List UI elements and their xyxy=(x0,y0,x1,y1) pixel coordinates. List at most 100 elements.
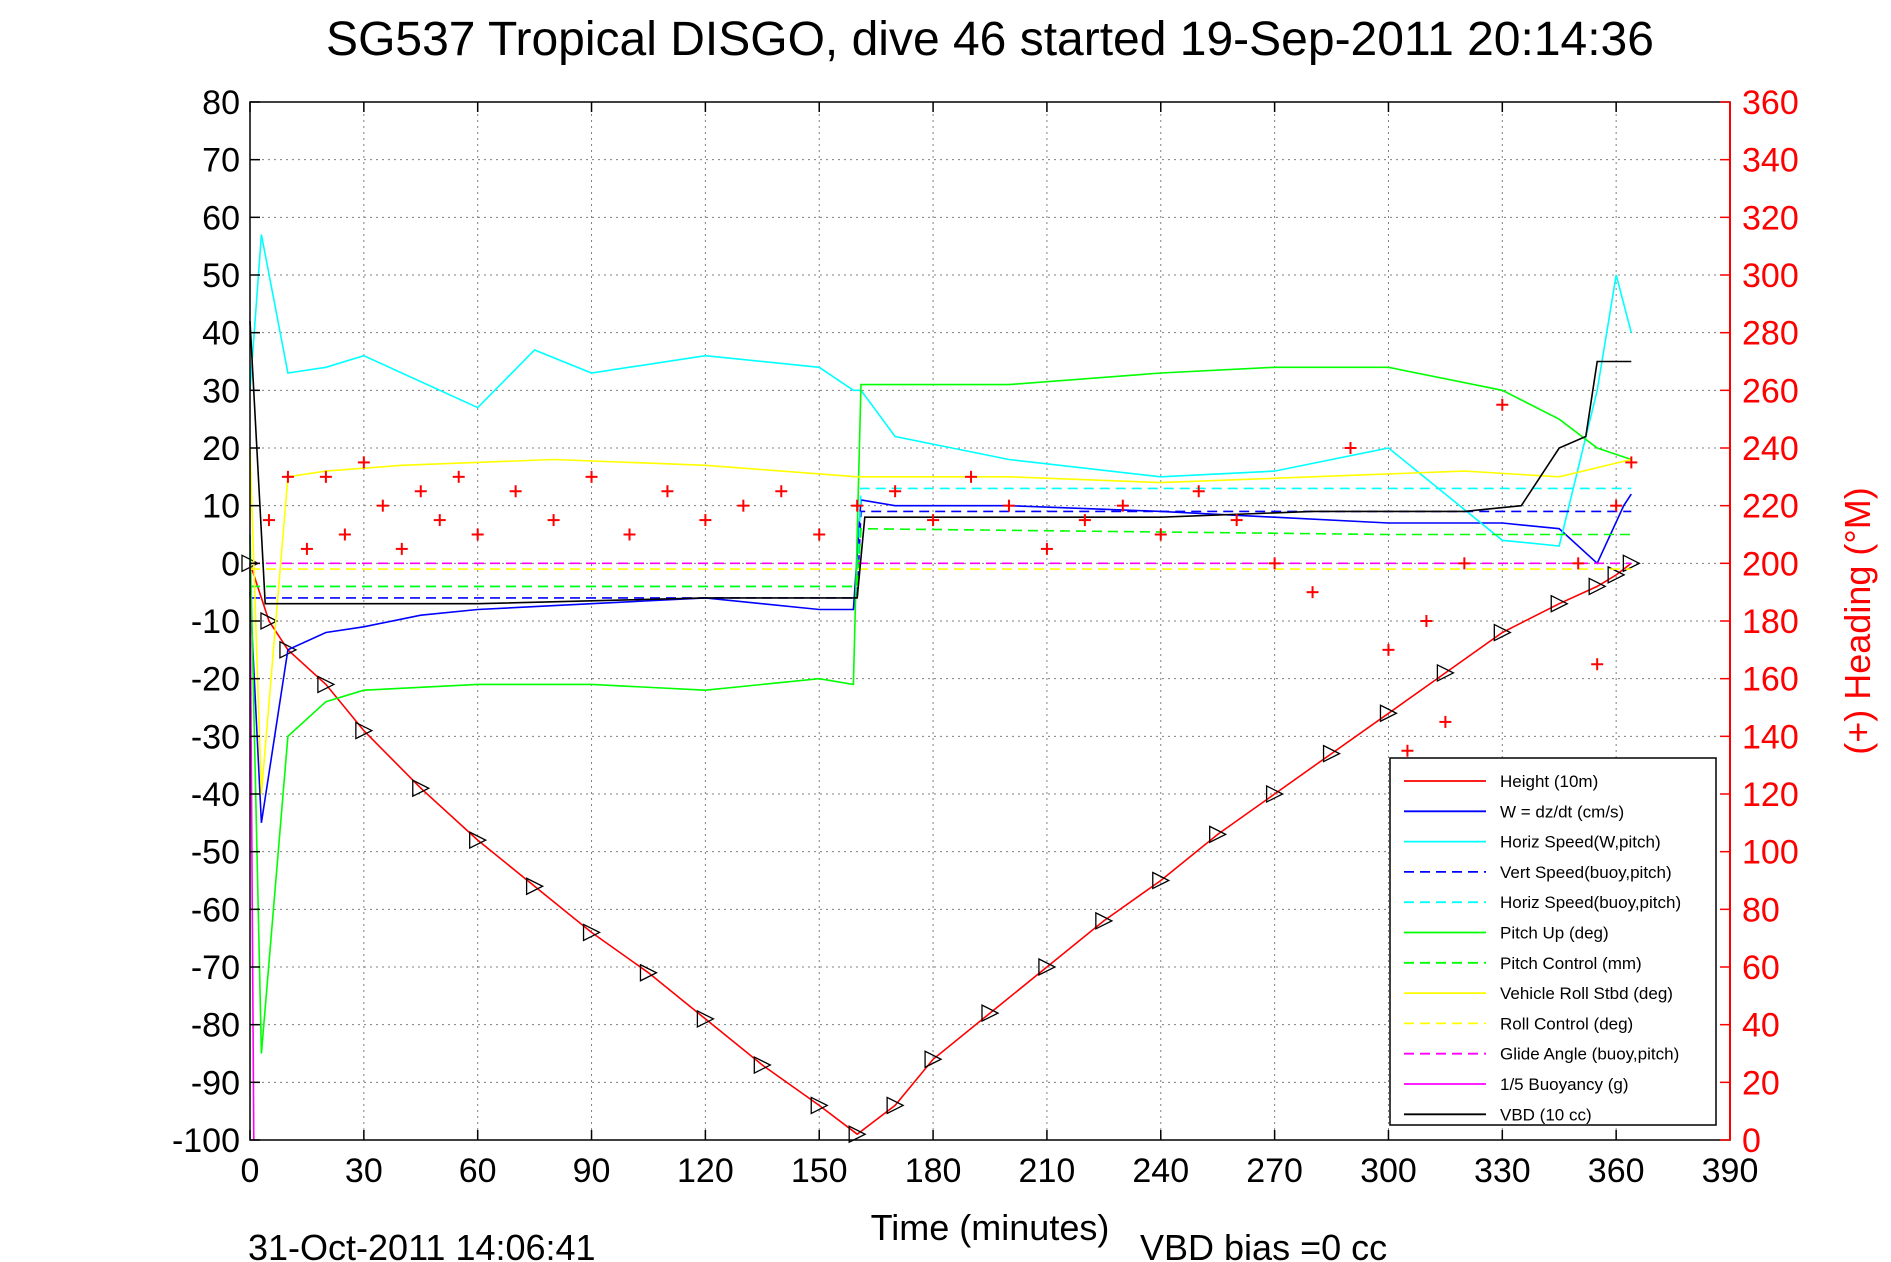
height-marker xyxy=(1607,565,1626,584)
legend-label: Pitch Control (mm) xyxy=(1500,954,1642,973)
legend-label: Glide Angle (buoy,pitch) xyxy=(1500,1045,1679,1064)
x-tick-label: 120 xyxy=(677,1152,734,1190)
heading-marker xyxy=(1610,499,1623,512)
y-tick-label: 20 xyxy=(202,430,240,468)
y-tick-label: 80 xyxy=(202,84,240,122)
y2-tick-label: 160 xyxy=(1742,661,1799,699)
heading-marker xyxy=(376,499,389,512)
heading-marker xyxy=(395,542,408,555)
heading-marker xyxy=(585,470,598,483)
height-marker xyxy=(469,831,488,850)
heading-marker xyxy=(1192,485,1205,498)
footer-timestamp: 31-Oct-2011 14:06:41 xyxy=(248,1227,596,1262)
heading-marker xyxy=(1458,557,1471,570)
y2-tick-label: 100 xyxy=(1742,834,1799,872)
height-marker xyxy=(317,675,336,694)
y-tick-label: -40 xyxy=(191,776,240,814)
heading-marker xyxy=(1002,499,1015,512)
y2-tick-label: 60 xyxy=(1742,949,1780,987)
heading-marker xyxy=(699,514,712,527)
series-4-line xyxy=(250,487,1632,588)
series-0-line xyxy=(249,562,1632,1136)
series-11-line xyxy=(249,321,1632,605)
y-tick-label: -30 xyxy=(191,718,240,756)
x-tick-label: 390 xyxy=(1702,1152,1759,1190)
x-tick-label: 30 xyxy=(345,1152,383,1190)
x-tick-label: 270 xyxy=(1246,1152,1303,1190)
heading-marker xyxy=(338,528,351,541)
height-marker xyxy=(639,963,658,982)
heading-marker xyxy=(452,470,465,483)
y-tick-label: -50 xyxy=(191,834,240,872)
legend: Height (10m) W = dz/dt (cm/s) Horiz Speed(… xyxy=(1389,757,1717,1126)
x-tick-label: 300 xyxy=(1360,1152,1417,1190)
x-axis-label: Time (minutes) xyxy=(871,1207,1110,1248)
heading-marker xyxy=(1439,715,1452,728)
x-tick-label: 210 xyxy=(1019,1152,1076,1190)
legend-box xyxy=(1389,757,1717,1126)
heading-marker xyxy=(471,528,484,541)
y2-tick-label: 40 xyxy=(1742,1007,1780,1045)
heading-marker xyxy=(1382,643,1395,656)
heading-marker xyxy=(547,514,560,527)
heading-marker xyxy=(300,542,313,555)
heading-marker xyxy=(1268,557,1281,570)
x-tick-label: 360 xyxy=(1588,1152,1645,1190)
y-tick-label: 10 xyxy=(202,488,240,526)
height-marker xyxy=(696,1009,715,1028)
height-marker xyxy=(924,1050,943,1069)
heading-marker xyxy=(509,485,522,498)
y2-tick-label: 360 xyxy=(1742,84,1799,122)
heading-marker xyxy=(1116,499,1129,512)
legend-label: Roll Control (deg) xyxy=(1500,1014,1633,1033)
y-tick-label: 0 xyxy=(221,545,240,583)
height-marker xyxy=(412,779,431,798)
heading-marker xyxy=(1572,557,1585,570)
y2-tick-label: 320 xyxy=(1742,199,1799,237)
heading-marker xyxy=(1040,542,1053,555)
vbd-bias-label: VBD bias =0 cc xyxy=(1140,1227,1387,1262)
height-marker xyxy=(1588,577,1607,596)
legend-label: Pitch Up (deg) xyxy=(1500,924,1609,943)
heading-marker xyxy=(262,514,275,527)
heading-marker xyxy=(1230,514,1243,527)
height-marker xyxy=(1152,871,1171,890)
series-3-line xyxy=(250,510,1632,599)
height-marker xyxy=(1379,704,1398,723)
heading-marker xyxy=(813,528,826,541)
y-tick-label: -10 xyxy=(191,603,240,641)
heading-marker xyxy=(1344,442,1357,454)
y2-tick-label: 180 xyxy=(1742,603,1799,641)
legend-label: Horiz Speed(buoy,pitch) xyxy=(1500,893,1681,912)
heading-marker xyxy=(775,485,788,498)
heading-marker xyxy=(1496,398,1509,411)
heading-marker xyxy=(851,499,864,512)
heading-marker xyxy=(1401,744,1414,757)
x-tick-label: 150 xyxy=(791,1152,848,1190)
x-tick-label: 180 xyxy=(905,1152,962,1190)
heading-marker xyxy=(1420,615,1433,627)
height-marker xyxy=(810,1096,829,1115)
legend-label: Vehicle Roll Stbd (deg) xyxy=(1500,984,1673,1003)
x-tick-label: 0 xyxy=(241,1152,260,1190)
x-tick-label: 240 xyxy=(1132,1152,1189,1190)
y-tick-label: 40 xyxy=(202,315,240,353)
y2-tick-label: 300 xyxy=(1742,257,1799,295)
height-marker xyxy=(1622,554,1641,573)
y2-tick-label: 140 xyxy=(1742,718,1799,756)
y-tick-label: -20 xyxy=(191,661,240,699)
heading-marker xyxy=(661,485,674,498)
heading-marker xyxy=(737,499,750,512)
height-marker xyxy=(1493,623,1512,642)
y2-tick-label: 340 xyxy=(1742,142,1799,180)
heading-marker xyxy=(433,514,446,527)
legend-label: 1/5 Buoyancy (g) xyxy=(1500,1075,1629,1094)
height-marker xyxy=(1038,957,1057,977)
legend-label: VBD (10 cc) xyxy=(1500,1105,1592,1124)
height-marker xyxy=(1436,663,1455,682)
heading-marker xyxy=(414,485,427,498)
heading-marker xyxy=(889,485,902,498)
height-marker xyxy=(886,1096,905,1115)
legend-label: W = dz/dt (cm/s) xyxy=(1500,802,1624,821)
